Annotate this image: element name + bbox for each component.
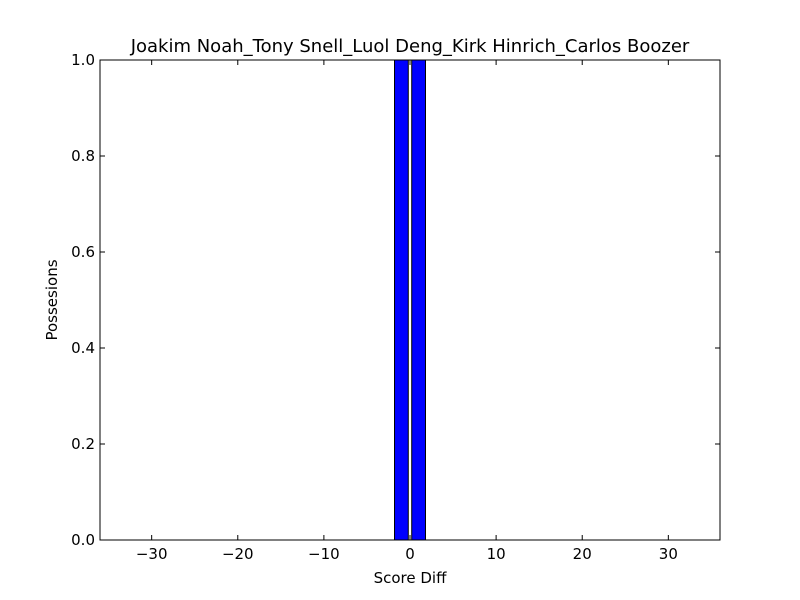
x-tick-label-3: 0 [405, 545, 415, 563]
ticks-group: −30 −20 −10 0 10 20 30 0.0 0.2 0.4 0.6 0.8 1.0 [71, 51, 720, 563]
bars-group [394, 59, 427, 541]
y-tick-label-5: 1.0 [71, 51, 95, 69]
x-axis-label: Score Diff [374, 569, 447, 587]
y-axis-label: Possesions [43, 259, 61, 340]
x-tick-label-0: −30 [136, 545, 168, 563]
x-tick-label-5: 20 [573, 545, 592, 563]
y-tick-label-3: 0.6 [71, 243, 95, 261]
y-tick-label-0: 0.0 [71, 531, 95, 549]
plot-frame [99, 59, 721, 541]
y-tick-label-2: 0.4 [71, 339, 95, 357]
bar-1 [411, 59, 427, 541]
x-tick-label-4: 10 [487, 545, 506, 563]
y-tick-label-1: 0.2 [71, 435, 95, 453]
bar-0 [394, 59, 409, 541]
chart-title: Joakim Noah_Tony Snell_Luol Deng_Kirk Hi… [130, 36, 690, 57]
x-tick-label-6: 30 [659, 545, 678, 563]
x-tick-label-1: −20 [222, 545, 254, 563]
y-tick-label-4: 0.8 [71, 147, 95, 165]
x-tick-label-2: −10 [308, 545, 340, 563]
